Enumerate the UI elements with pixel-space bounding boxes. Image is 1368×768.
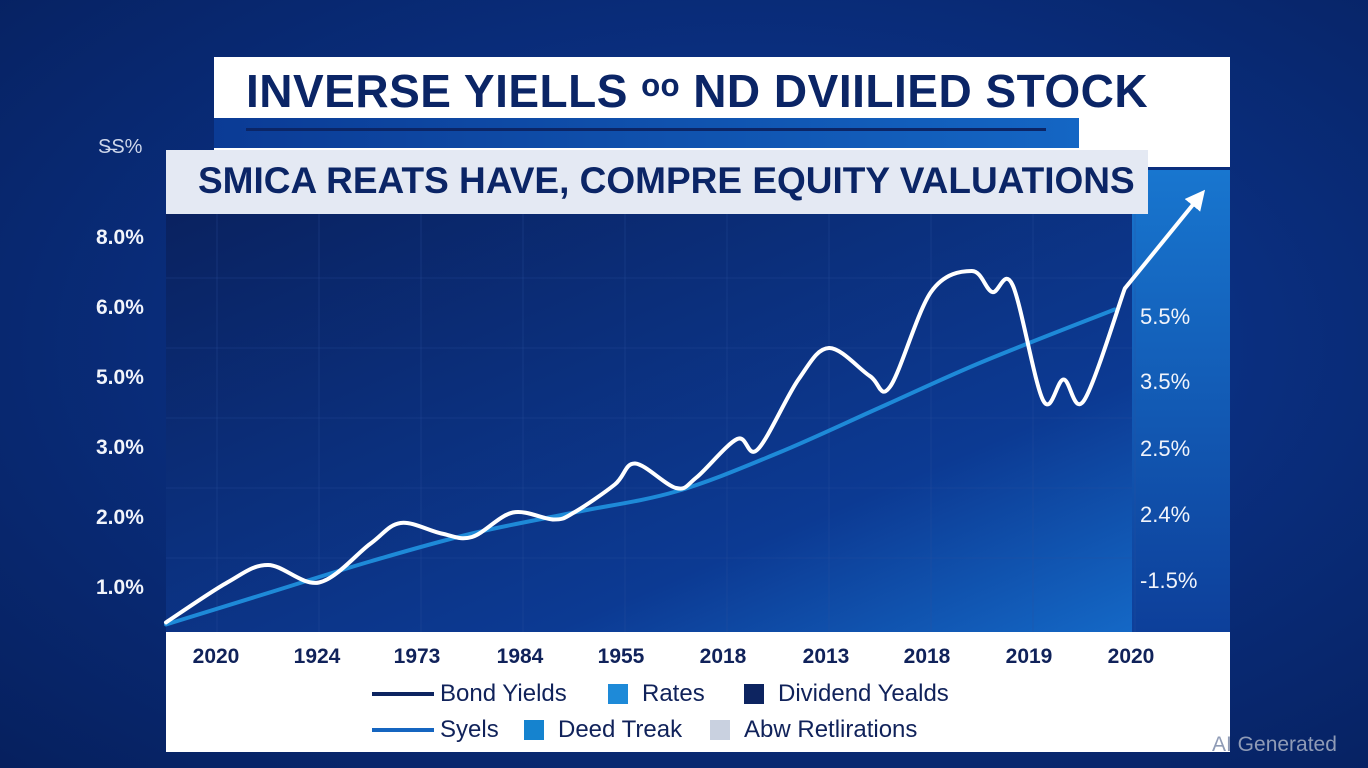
right-y-tick: 2.4% bbox=[1140, 502, 1191, 527]
chart-subtitle: SMICA REATS HAVE, COMPRE EQUITY VALUATIO… bbox=[198, 160, 1135, 201]
x-tick: 2013 bbox=[802, 645, 850, 668]
title-band bbox=[214, 118, 1079, 148]
x-tick: 2018 bbox=[699, 645, 747, 668]
right-y-tick: 2.5% bbox=[1140, 436, 1191, 461]
legend-label: Rates bbox=[642, 680, 705, 707]
left-y-tick: 1.0% bbox=[96, 576, 144, 599]
plot-background bbox=[166, 214, 1132, 632]
legend-item-syels[interactable]: Syels bbox=[372, 716, 499, 744]
trend-arrow bbox=[1123, 189, 1206, 290]
title-underline bbox=[246, 128, 1046, 131]
legend-item-rates[interactable]: Rates bbox=[608, 680, 705, 708]
corner-label: S̶S% bbox=[98, 136, 143, 158]
left-y-tick: 6.0% bbox=[96, 296, 144, 319]
left-y-tick: 5.0% bbox=[96, 366, 144, 389]
legend-label: Deed Treak bbox=[558, 716, 683, 743]
legend-square-swatch bbox=[710, 720, 730, 740]
chart-title: INVERSE YIELLS ᵒᵒ ND DVIILIED STOCK bbox=[246, 65, 1149, 117]
x-tick: 1973 bbox=[393, 645, 441, 668]
legend-square-swatch bbox=[524, 720, 544, 740]
right-panel bbox=[1132, 170, 1230, 632]
series-line-blue bbox=[164, 307, 1117, 627]
x-tick: 1984 bbox=[496, 645, 544, 668]
right-y-tick: -1.5% bbox=[1140, 568, 1198, 593]
left-y-tick: 3.0% bbox=[96, 436, 144, 459]
series-line-white bbox=[164, 269, 1127, 625]
x-tick: 1955 bbox=[597, 645, 645, 668]
legend-square-swatch bbox=[608, 684, 628, 704]
right-y-tick: 5.5% bbox=[1140, 304, 1191, 329]
watermark: AI Generated bbox=[1212, 733, 1337, 756]
title-box bbox=[214, 57, 1230, 167]
series-layer bbox=[164, 189, 1206, 627]
x-tick: 2020 bbox=[192, 645, 240, 668]
legend-item-dividend-yealds[interactable]: Dividend Yealds bbox=[744, 680, 949, 708]
x-tick: 1924 bbox=[293, 645, 341, 668]
subtitle-box bbox=[166, 150, 1148, 214]
legend-line-swatch bbox=[372, 692, 434, 696]
right-y-tick: 3.5% bbox=[1140, 369, 1191, 394]
left-y-tick: 8.0% bbox=[96, 226, 144, 249]
legend-line-swatch bbox=[372, 728, 434, 732]
legend-square-swatch bbox=[744, 684, 764, 704]
legend-panel bbox=[166, 632, 1230, 752]
left-y-tick: 2.0% bbox=[96, 506, 144, 529]
legend-item-deed-treak[interactable]: Deed Treak bbox=[524, 716, 682, 744]
legend-item-bond-yields[interactable]: Bond Yields bbox=[372, 680, 567, 708]
legend-label: Bond Yields bbox=[440, 680, 567, 707]
legend-label: Dividend Yealds bbox=[778, 680, 949, 707]
x-tick: 2019 bbox=[1005, 645, 1053, 668]
x-tick: 2020 bbox=[1107, 645, 1155, 668]
x-tick: 2018 bbox=[903, 645, 951, 668]
legend-label: Abw Retlirations bbox=[744, 716, 918, 743]
legend-item-abw-retlirations[interactable]: Abw Retlirations bbox=[710, 716, 917, 744]
legend-label: Syels bbox=[440, 716, 499, 743]
